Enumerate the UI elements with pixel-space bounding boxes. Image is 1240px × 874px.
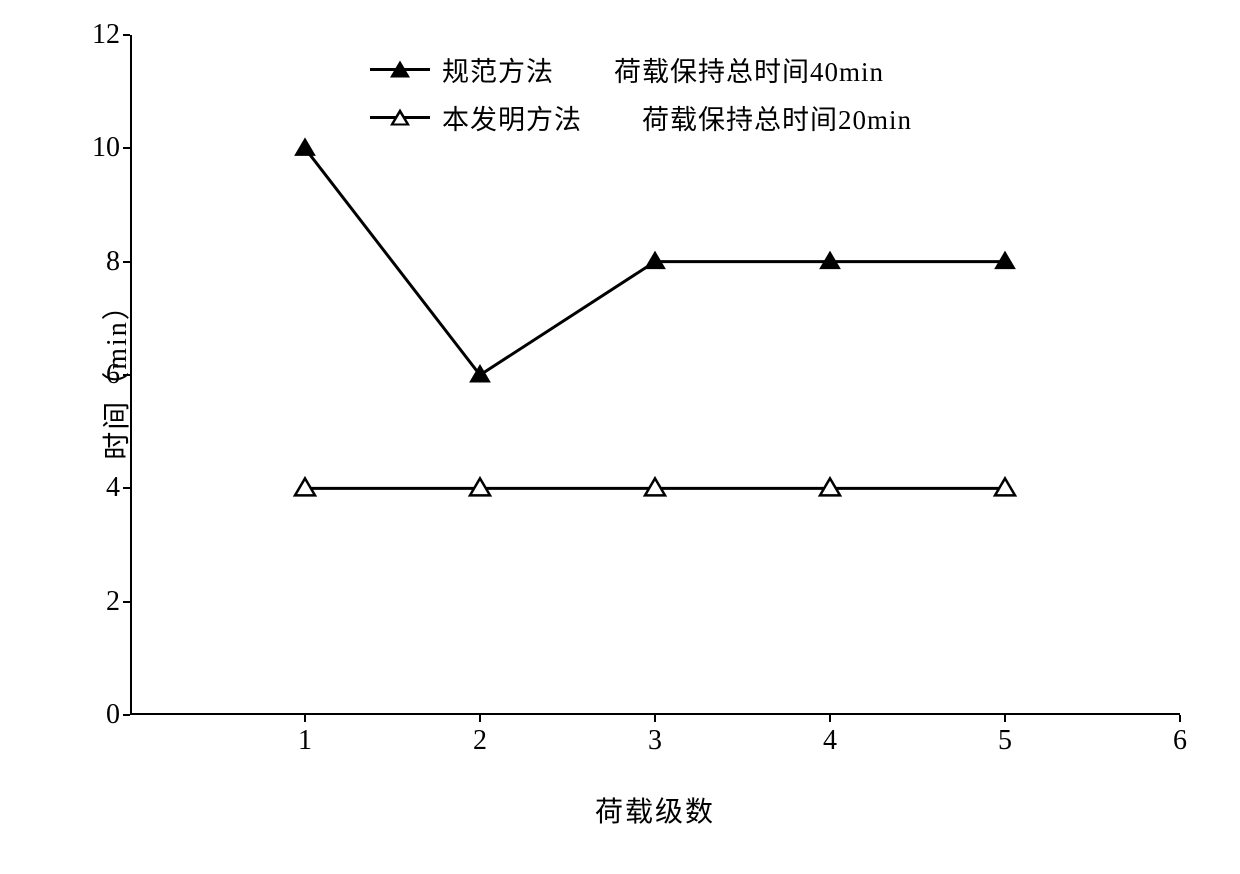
y-tick-mark — [123, 147, 130, 149]
y-tick-label: 0 — [106, 699, 120, 731]
x-tick-label: 6 — [1173, 725, 1187, 757]
y-tick-label: 4 — [106, 472, 120, 504]
triangle-filled-icon — [390, 61, 410, 78]
y-tick-mark — [123, 34, 130, 36]
x-tick-label: 4 — [823, 725, 837, 757]
legend-item-1: 本发明方法 荷载保持总时间20min — [370, 97, 1100, 137]
marker-triangle-filled — [295, 138, 315, 155]
x-tick-mark — [479, 715, 481, 722]
x-tick-mark — [829, 715, 831, 722]
y-tick-label: 2 — [106, 586, 120, 618]
legend-line-1 — [370, 116, 430, 119]
x-tick-label: 5 — [998, 725, 1012, 757]
legend-item-0: 规范方法 荷载保持总时间40min — [370, 49, 1100, 89]
legend-label-1: 本发明方法 荷载保持总时间20min — [442, 98, 912, 137]
y-tick-mark — [123, 261, 130, 263]
y-tick-mark — [123, 601, 130, 603]
legend-label-0b: 荷载保持总时间40min — [614, 57, 884, 87]
legend-label-1b: 荷载保持总时间20min — [642, 105, 912, 135]
x-axis-label: 荷载级数 — [595, 790, 715, 830]
x-tick-label: 2 — [473, 725, 487, 757]
x-tick-mark — [304, 715, 306, 722]
legend-label-1a: 本发明方法 — [442, 105, 582, 135]
x-tick-mark — [1179, 715, 1181, 722]
x-tick-label: 3 — [648, 725, 662, 757]
legend: 规范方法 荷载保持总时间40min 本发明方法 荷载保持总时间20min — [370, 45, 1100, 149]
x-tick-mark — [1004, 715, 1006, 722]
legend-line-0 — [370, 68, 430, 71]
legend-label-0a: 规范方法 — [442, 57, 554, 87]
y-tick-label: 12 — [92, 19, 120, 51]
x-tick-mark — [654, 715, 656, 722]
x-tick-label: 1 — [298, 725, 312, 757]
y-tick-label: 10 — [92, 132, 120, 164]
y-tick-mark — [123, 714, 130, 716]
y-tick-label: 8 — [106, 246, 120, 278]
triangle-open-icon — [390, 109, 410, 126]
y-axis-label: 时间（min） — [95, 290, 135, 460]
y-tick-mark — [123, 487, 130, 489]
legend-label-0: 规范方法 荷载保持总时间40min — [442, 50, 884, 89]
chart-container: 024681012 123456 时间（min） 荷载级数 规范方法荷载保持总时… — [0, 0, 1240, 874]
